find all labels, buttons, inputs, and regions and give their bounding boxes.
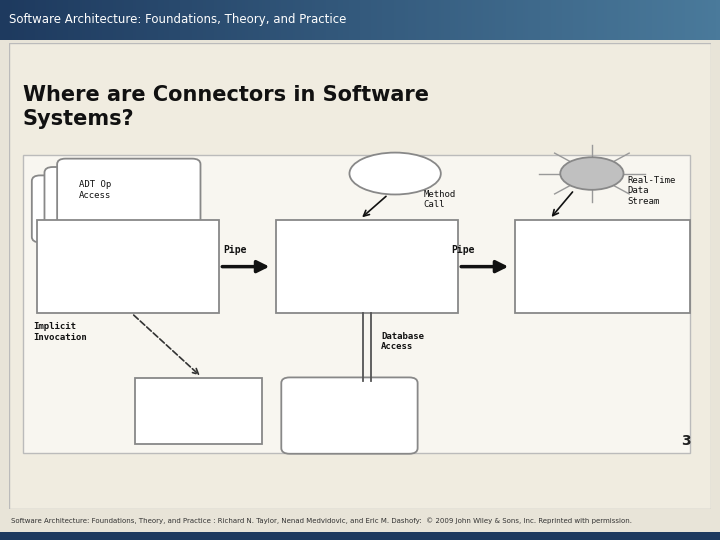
- Text: 3: 3: [680, 434, 690, 448]
- FancyBboxPatch shape: [57, 159, 200, 226]
- FancyBboxPatch shape: [282, 377, 418, 454]
- Text: Software Architecture: Foundations, Theory, and Practice: Software Architecture: Foundations, Theo…: [9, 14, 347, 26]
- Ellipse shape: [560, 157, 624, 190]
- Text: Method
Call: Method Call: [423, 190, 456, 209]
- Text: Pipe: Pipe: [451, 245, 475, 255]
- Text: ADT Op
Access: ADT Op Access: [79, 180, 111, 199]
- Text: Pipe: Pipe: [223, 245, 246, 255]
- Bar: [276, 220, 459, 313]
- Bar: [23, 155, 690, 453]
- Text: Real-Time
Data
Stream: Real-Time Data Stream: [627, 176, 675, 206]
- Bar: [0, 532, 720, 540]
- FancyBboxPatch shape: [45, 167, 188, 234]
- Text: Database
Access: Database Access: [381, 332, 424, 351]
- Ellipse shape: [349, 153, 441, 194]
- Bar: [135, 379, 261, 443]
- Text: Software Architecture: Foundations, Theory, and Practice : Richard N. Taylor, Ne: Software Architecture: Foundations, Theo…: [11, 518, 632, 524]
- Text: Where are Connectors in Software
Systems?: Where are Connectors in Software Systems…: [23, 85, 428, 129]
- Bar: [515, 220, 690, 313]
- FancyBboxPatch shape: [32, 176, 175, 242]
- Text: Implicit
Invocation: Implicit Invocation: [33, 322, 87, 342]
- Bar: [37, 220, 220, 313]
